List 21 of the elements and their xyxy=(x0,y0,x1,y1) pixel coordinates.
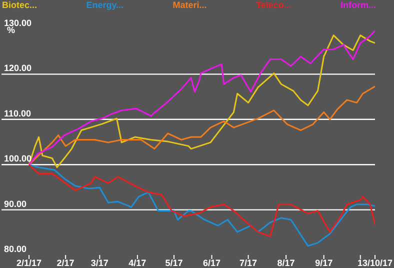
x-tick-label: 6/17 xyxy=(202,258,221,268)
y-tick-label: 120.00 xyxy=(4,63,32,74)
text: Teleco... xyxy=(256,0,292,10)
x-tick-label: 3/17 xyxy=(90,258,108,268)
y-axis-title: % xyxy=(7,25,16,35)
x-tick-label: 13/10/17 xyxy=(357,258,393,268)
x-tick-label: 7/17 xyxy=(240,258,258,268)
y-tick-label: 80.00 xyxy=(4,244,27,254)
text: Inform... xyxy=(340,0,376,10)
x-tick-label: 8/17 xyxy=(277,258,295,268)
x-tick-label: 9/17 xyxy=(315,258,333,268)
text: Energy... xyxy=(86,0,124,10)
y-tick-label: 90.00 xyxy=(4,198,27,209)
x-tick-label: 5/17 xyxy=(165,258,183,268)
x-tick-label: 2/17 xyxy=(56,258,74,268)
x-tick-label: 2/1/17 xyxy=(16,258,42,268)
y-tick-label: 130.00 xyxy=(4,18,32,28)
x-tick-label: 4/17 xyxy=(128,258,146,268)
y-tick-label: 110.00 xyxy=(4,108,32,118)
text: Biotec... xyxy=(2,0,38,10)
text: Materi... xyxy=(172,0,207,10)
